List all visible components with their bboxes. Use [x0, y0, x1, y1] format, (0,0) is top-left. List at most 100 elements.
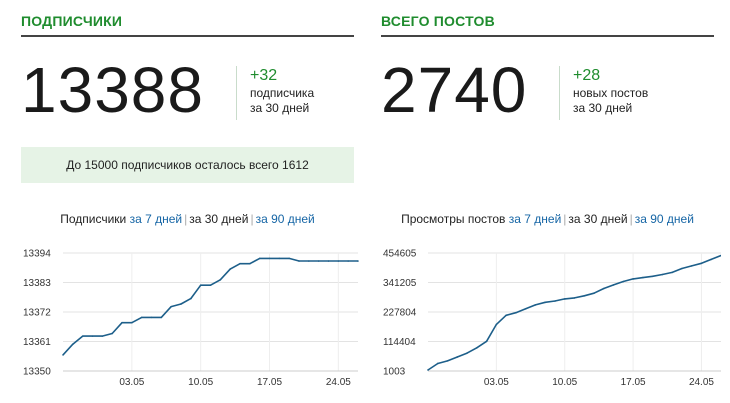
- data-point: [327, 260, 330, 262]
- data-point: [515, 311, 517, 314]
- subscribers-delta: +32 подписчика за 30 дней: [236, 66, 314, 120]
- data-point: [101, 335, 104, 337]
- data-point: [603, 287, 605, 290]
- posts-delta: +28 новых постов за 30 дней: [559, 66, 648, 120]
- data-point: [229, 268, 231, 270]
- data-point: [347, 260, 349, 262]
- views-period-90-link[interactable]: за 90 дней: [634, 212, 694, 226]
- data-point: [180, 303, 182, 305]
- data-point: [131, 321, 133, 324]
- subscribers-chart-label: Подписчики: [60, 212, 127, 226]
- subscribers-panel: ПОДПИСЧИКИ 13388 +32 подписчика за 30 дн…: [21, 0, 359, 403]
- subscribers-chart-header: Подписчики за 7 дней | за 30 дней | за 90 дн…: [21, 212, 354, 226]
- data-point: [258, 257, 261, 260]
- x-tick-label: 03.05: [484, 377, 509, 385]
- series-line: [427, 254, 721, 371]
- views-period-30-link[interactable]: за 30 дней: [568, 212, 628, 226]
- data-point: [661, 273, 664, 276]
- separator: |: [184, 212, 188, 226]
- data-point: [476, 347, 478, 349]
- x-tick-label: 10.05: [552, 377, 577, 385]
- separator: |: [563, 212, 567, 226]
- data-point: [239, 262, 241, 265]
- data-point: [62, 354, 64, 356]
- data-point: [622, 280, 625, 283]
- data-point: [91, 335, 94, 337]
- data-point: [681, 267, 683, 270]
- data-point: [671, 271, 673, 274]
- data-point: [563, 298, 566, 300]
- data-point: [583, 295, 586, 297]
- data-point: [278, 257, 281, 260]
- subscribers-title: ПОДПИСЧИКИ: [21, 13, 123, 29]
- data-point: [121, 321, 123, 324]
- data-point: [160, 316, 163, 319]
- x-tick-label: 03.05: [119, 377, 144, 385]
- data-point: [554, 300, 556, 302]
- views-chart-header: Просмотры постов за 7 дней | за 30 дней | за…: [381, 212, 714, 226]
- data-point: [612, 284, 615, 286]
- data-point: [485, 340, 488, 343]
- posts-delta-caption-1: новых постов: [573, 86, 649, 100]
- data-point: [209, 284, 212, 286]
- data-point: [72, 343, 74, 345]
- data-point: [190, 297, 192, 300]
- data-point: [199, 284, 202, 286]
- y-tick-label: 114404: [383, 337, 416, 348]
- x-tick-label: 24.05: [689, 377, 714, 385]
- subscribers-period-90-link[interactable]: за 90 дней: [255, 212, 315, 226]
- data-point: [81, 335, 84, 337]
- data-point: [140, 316, 143, 319]
- x-tick-label: 24.05: [326, 377, 351, 385]
- y-tick-label: 1003: [383, 367, 406, 378]
- posts-count: 2740: [381, 54, 528, 126]
- separator: |: [629, 212, 633, 226]
- subscribers-period-30-link[interactable]: за 30 дней: [189, 212, 249, 226]
- data-point: [544, 301, 546, 304]
- y-tick-label: 13361: [23, 337, 51, 348]
- data-point: [427, 369, 429, 371]
- x-tick-label: 10.05: [188, 377, 213, 385]
- data-point: [268, 257, 271, 260]
- data-point: [357, 260, 359, 262]
- data-point: [219, 279, 222, 281]
- y-tick-label: 454605: [383, 249, 417, 260]
- data-point: [534, 304, 537, 306]
- data-point: [150, 316, 153, 319]
- views-chart: 454605 341205 227804 114404 1003 03.05 10.05 17…: [383, 249, 721, 385]
- subscribers-period-7-link[interactable]: за 7 дней: [129, 212, 183, 226]
- subscribers-delta-value: +32: [250, 67, 278, 84]
- data-point: [288, 257, 290, 260]
- title-divider: [381, 35, 714, 37]
- data-point: [700, 262, 703, 265]
- posts-delta-caption-2: за 30 дней: [573, 101, 633, 115]
- views-period-7-link[interactable]: за 7 дней: [508, 212, 562, 226]
- data-point: [436, 362, 439, 365]
- subscribers-goal-notice: До 15000 подписчиков осталось всего 1612: [21, 147, 354, 183]
- x-tick-label: 17.05: [257, 377, 282, 385]
- data-point: [298, 260, 300, 262]
- y-tick-label: 13394: [23, 249, 51, 260]
- posts-panel: ВСЕГО ПОСТОВ 2740 +28 новых постов за 30…: [381, 0, 721, 403]
- data-point: [170, 305, 172, 308]
- y-tick-label: 341205: [383, 278, 417, 289]
- separator: |: [250, 212, 254, 226]
- data-point: [573, 297, 576, 299]
- posts-title: ВСЕГО ПОСТОВ: [381, 13, 495, 29]
- subscribers-delta-caption-2: за 30 дней: [250, 101, 310, 115]
- data-point: [690, 265, 693, 267]
- data-point: [505, 314, 507, 317]
- y-tick-label: 227804: [383, 308, 417, 319]
- data-point: [720, 254, 721, 257]
- data-point: [642, 276, 644, 279]
- series-line: [62, 257, 358, 356]
- data-point: [111, 332, 113, 335]
- data-point: [446, 360, 449, 362]
- data-point: [632, 278, 634, 280]
- data-point: [651, 275, 654, 278]
- subscribers-delta-caption-1: подписчика: [250, 86, 315, 100]
- y-tick-label: 13372: [23, 308, 51, 319]
- data-point: [524, 308, 527, 310]
- data-point: [249, 262, 251, 265]
- posts-delta-value: +28: [573, 67, 601, 84]
